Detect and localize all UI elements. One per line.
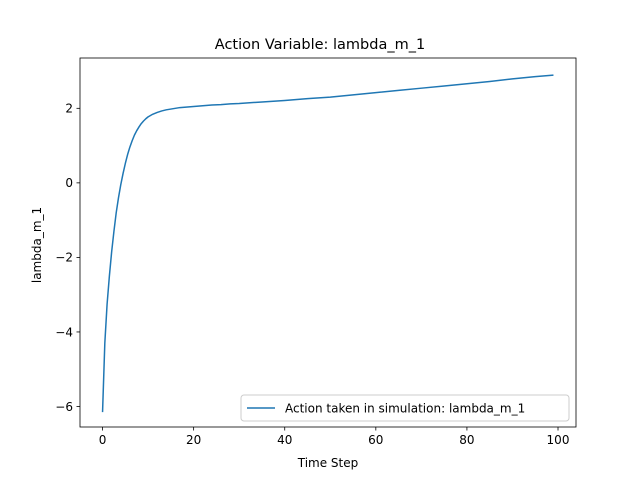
y-tick-label: −4: [55, 325, 73, 339]
x-tick-label: 40: [277, 433, 292, 447]
series-line: [101, 74, 554, 413]
legend: Action taken in simulation: lambda_m_1: [240, 394, 570, 422]
y-axis-label: lambda_m_1: [30, 207, 44, 283]
y-tick-label: 2: [65, 102, 73, 116]
x-axis-label: Time Step: [297, 456, 359, 470]
y-tick-label: 0: [65, 176, 73, 190]
y-axis-ticks: −6 −4 −2 0 2: [55, 102, 80, 414]
axes-frame: [79, 57, 577, 428]
x-tick-label: 80: [459, 433, 474, 447]
x-tick-label: 0: [99, 433, 107, 447]
x-tick-label: 20: [186, 433, 201, 447]
chart-title: Action Variable: lambda_m_1: [215, 37, 425, 53]
x-tick-label: 100: [547, 433, 570, 447]
x-axis-ticks: 0 20 40 60 80 100: [99, 427, 570, 447]
y-tick-label: −6: [55, 400, 73, 414]
legend-box: [240, 394, 570, 422]
x-tick-label: 60: [368, 433, 383, 447]
y-tick-label: −2: [55, 251, 73, 265]
plot-area: [79, 57, 577, 428]
legend-label: Action taken in simulation: lambda_m_1: [285, 402, 525, 416]
